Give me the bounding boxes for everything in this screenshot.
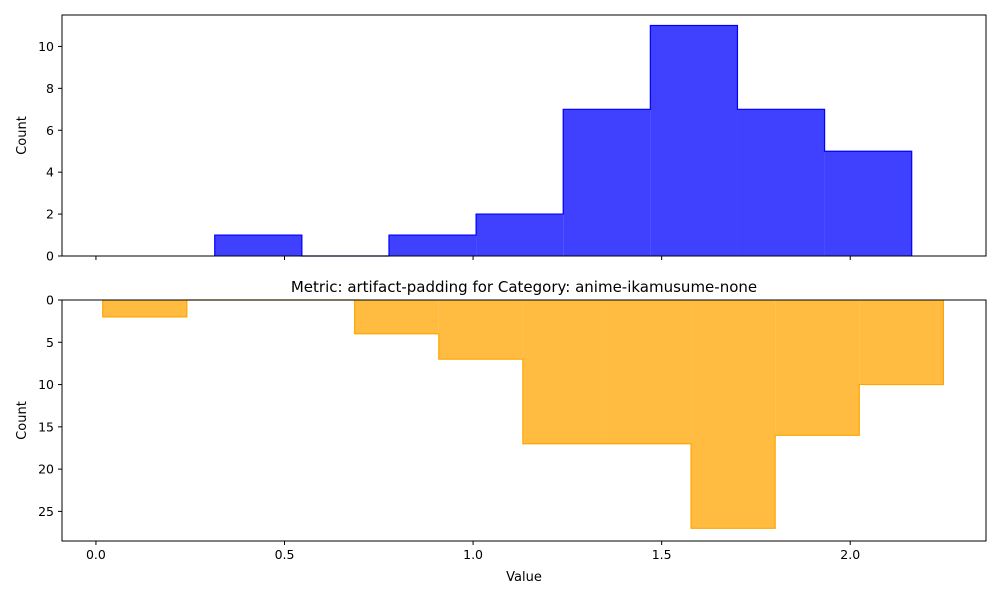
top-y-ticks: 0 2 4 6 8 10 (38, 39, 62, 264)
top-y-tick-label: 4 (46, 165, 54, 180)
top-histogram-bar (824, 151, 912, 256)
bottom-y-tick-label: 25 (38, 504, 54, 519)
bottom-histogram-bar (606, 300, 692, 444)
bottom-y-tick-label: 15 (38, 419, 54, 434)
bottom-histogram-bar (102, 300, 187, 317)
bottom-y-axis-label: Count (15, 401, 30, 440)
top-y-tick-label: 8 (46, 81, 54, 96)
bottom-histogram-bar (859, 300, 944, 385)
bottom-histogram-panel: Metric: artifact-padding for Category: a… (15, 278, 987, 585)
bottom-x-ticks: 0.0 0.5 1.0 1.5 2.0 (86, 541, 860, 562)
bottom-y-tick-label: 0 (46, 293, 54, 308)
bottom-histogram-bar (354, 300, 439, 334)
top-histogram-bar (650, 25, 738, 257)
bottom-x-axis-label: Value (506, 570, 542, 585)
bottom-histogram-bar (522, 300, 607, 444)
top-histogram-bar (214, 235, 302, 256)
bottom-histogram-bar (438, 300, 523, 360)
top-y-tick-label: 6 (46, 123, 54, 138)
bottom-x-tick-label: 1.0 (463, 547, 483, 562)
top-histogram-panel: 0 2 4 6 8 10 Count (15, 14, 987, 264)
bottom-y-ticks: 0 5 10 15 20 25 (38, 293, 62, 519)
bottom-x-tick-label: 1.5 (652, 547, 672, 562)
top-y-tick-label: 10 (38, 39, 54, 54)
bottom-histogram-bar (775, 300, 860, 436)
bottom-x-tick-label: 0.0 (86, 547, 106, 562)
top-histogram-bar (388, 235, 477, 256)
top-histogram-bar (563, 109, 651, 256)
bottom-histogram-bar (691, 300, 776, 529)
top-histogram-bar (737, 109, 825, 256)
top-y-axis-label: Count (15, 116, 30, 155)
bottom-x-tick-label: 2.0 (840, 547, 860, 562)
top-y-tick-label: 0 (46, 249, 54, 264)
top-histogram-bar (476, 214, 564, 256)
top-x-ticks (95, 256, 851, 260)
bottom-y-tick-label: 20 (38, 462, 54, 477)
top-histogram-bars (214, 24, 913, 257)
bottom-plot-frame (61, 299, 987, 542)
bottom-histogram-bars (102, 299, 944, 529)
top-y-tick-label: 2 (46, 207, 54, 222)
bottom-chart-title: Metric: artifact-padding for Category: a… (291, 278, 757, 296)
bottom-y-tick-label: 10 (38, 377, 54, 392)
top-plot-frame (61, 14, 987, 257)
bottom-y-tick-label: 5 (46, 335, 54, 350)
bottom-x-tick-label: 0.5 (275, 547, 295, 562)
top-histogram-outline (214, 24, 913, 257)
